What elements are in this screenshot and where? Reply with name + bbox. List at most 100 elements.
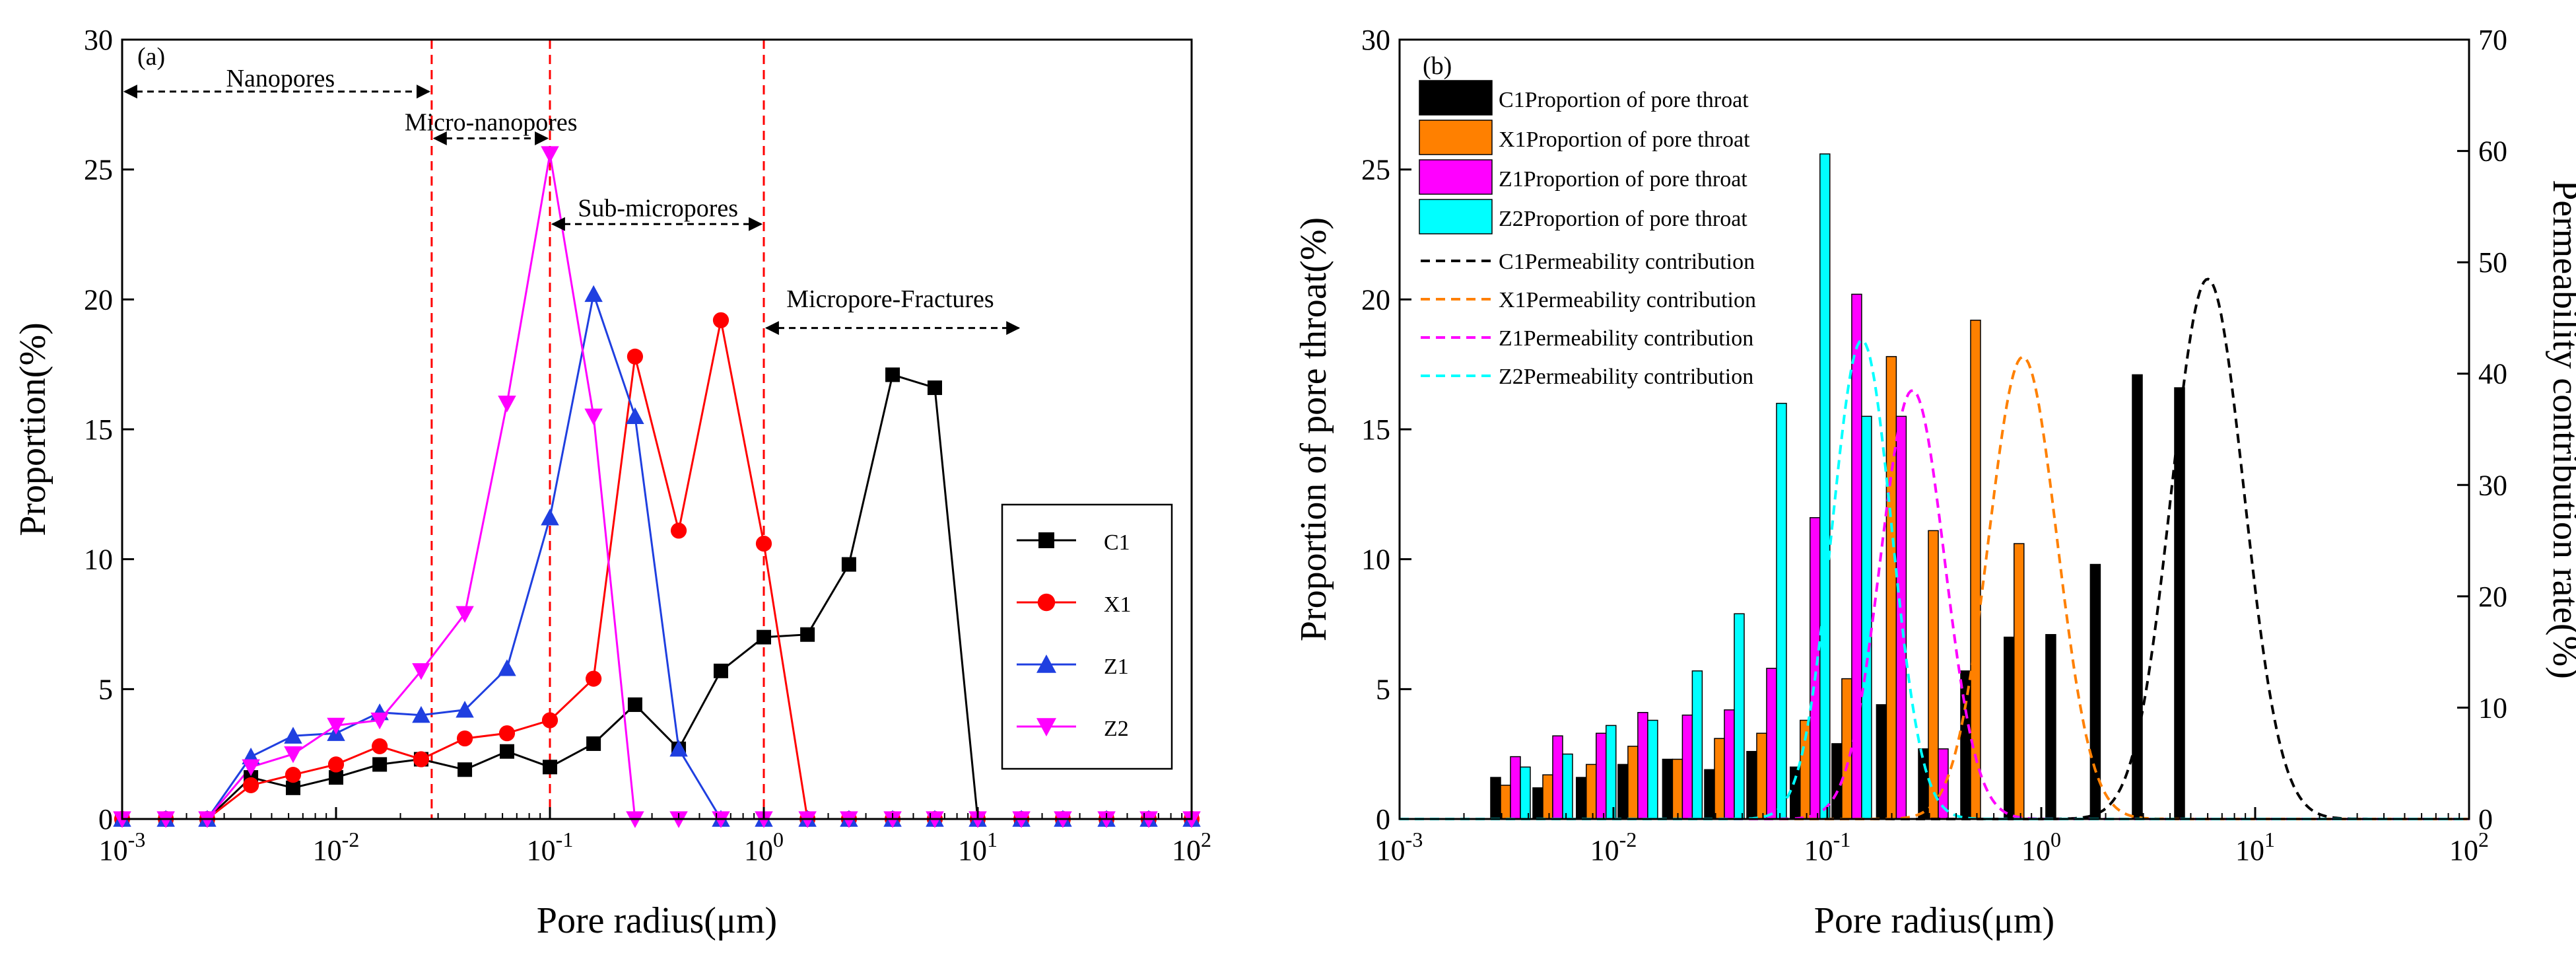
a-y-tick-label: 15 (84, 413, 113, 446)
a-point-C1 (927, 380, 942, 396)
b-bar-Z2 (1776, 402, 1787, 820)
a-point-X1 (670, 522, 687, 539)
a-point-X1 (712, 312, 729, 328)
b-y2-tick-label: 40 (2478, 358, 2507, 390)
b-x-tick-label: 10-3 (1376, 828, 1423, 867)
a-point-Z2 (456, 606, 474, 623)
a-x-tick-label: 10-3 (99, 828, 146, 867)
b-bar-Z2 (1819, 153, 1831, 820)
b-curve-X1 (1400, 355, 2469, 820)
a-point-X1 (242, 777, 259, 793)
a-point-X1 (498, 725, 516, 742)
b-legend-swatch-C1 (1419, 80, 1493, 116)
a-point-Z2 (584, 408, 603, 426)
b-legend-label-bar-Z1: Z1Proportion of pore throat (1499, 167, 1747, 192)
b-y2-tick-label: 70 (2478, 24, 2507, 56)
b-bar-C1 (2174, 387, 2185, 820)
a-point-Z2 (370, 712, 389, 730)
a-point-C1 (713, 663, 728, 678)
a-point-X1 (372, 738, 388, 754)
a-point-Z2 (242, 759, 260, 777)
b-bar-C1 (1790, 766, 1801, 820)
a-point-X1 (627, 348, 644, 365)
a-point-X1 (541, 712, 559, 729)
a-point-X1 (285, 767, 302, 783)
a-legend-label-Z1: Z1 (1104, 655, 1129, 679)
a-point-Z2 (541, 146, 559, 163)
b-legend-swatch-Z1 (1419, 159, 1493, 195)
b-x-tick-label: 10-2 (1590, 828, 1637, 867)
b-bar-C1 (1576, 777, 1587, 820)
b-bars (1490, 153, 2185, 820)
a-legend-label-X1: X1 (1104, 592, 1132, 617)
b-bar-Z2 (1606, 725, 1617, 820)
a-y-tick-label: 5 (98, 673, 113, 705)
b-bar-X1 (1714, 738, 1725, 820)
b-bar-X1 (1586, 764, 1597, 820)
a-point-C1 (586, 736, 601, 751)
a-legend-marker-Z2 (1036, 718, 1056, 736)
b-legend-label-curve-Z1: Z1Permeability contribution (1499, 326, 1753, 351)
b-bar-Z1 (1810, 516, 1821, 820)
a-x-tick-label: 101 (958, 828, 998, 867)
a-x-axis-title: Pore radius(μm) (537, 900, 777, 941)
b-bar-C1 (1960, 670, 1971, 820)
b-y-tick-label: 25 (1361, 154, 1390, 186)
b-bar-X1 (1627, 746, 1639, 820)
a-point-Z2 (412, 663, 430, 680)
a-point-C1 (372, 757, 388, 772)
b-legend-label-curve-X1: X1Permeability contribution (1499, 288, 1756, 312)
b-y2-tick-label: 60 (2478, 135, 2507, 168)
b-x-tick-label: 101 (2235, 828, 2275, 867)
b-y2-tick-label: 30 (2478, 469, 2507, 501)
a-point-Z1 (456, 701, 474, 718)
b-bar-Z1 (1724, 709, 1735, 820)
b-y-tick-label: 30 (1361, 24, 1390, 56)
a-point-Z1 (284, 727, 302, 744)
a-x-tick-label: 100 (744, 828, 784, 867)
a-point-Z1 (541, 508, 559, 526)
b-bar-Z1 (1766, 668, 1777, 820)
a-legend: C1 X1 Z1 Z2 (1001, 503, 1173, 770)
b-bar-Z2 (1647, 719, 1658, 820)
b-bar-Z1 (1552, 735, 1563, 820)
b-y2-tick-label: 20 (2478, 581, 2507, 613)
b-bar-C1 (2132, 374, 2143, 820)
b-legend: C1Proportion of pore throat X1Proportion … (1419, 80, 1756, 389)
a-point-C1 (800, 627, 815, 642)
b-bar-Z1 (1681, 714, 1693, 820)
b-y2-ticks: 0 10 20 30 40 50 60 70 (2457, 24, 2507, 836)
b-legend-label-bar-C1: C1Proportion of pore throat (1499, 88, 1749, 112)
b-legend-label-curve-C1: C1Permeability contribution (1499, 250, 1755, 274)
b-bar-Z1 (1510, 756, 1521, 820)
b-bar-C1 (2045, 633, 2056, 820)
b-bar-C1 (1918, 748, 1929, 820)
a-annotation-label: Nanopores (226, 65, 335, 92)
a-legend-label-Z2: Z2 (1104, 717, 1129, 741)
a-point-Z1 (669, 740, 688, 757)
b-bar-C1 (2004, 636, 2015, 820)
b-bar-C1 (1490, 777, 1501, 820)
a-point-Z1 (584, 285, 603, 303)
b-legend-swatch-Z2 (1419, 199, 1493, 234)
a-y-tick-label: 25 (84, 154, 113, 186)
b-y-tick-label: 5 (1376, 673, 1390, 705)
a-legend-marker-C1 (1038, 532, 1054, 548)
a-legend-label-C1: C1 (1104, 530, 1130, 555)
b-y2-tick-label: 10 (2478, 692, 2507, 724)
a-x-ticks: 10-3 10-2 10-1 100 101 102 (99, 807, 1211, 867)
a-point-C1 (543, 760, 557, 775)
a-y-ticks: 0 5 10 15 20 25 30 (84, 24, 134, 836)
a-legend-marker-Z1 (1036, 655, 1056, 673)
a-y-tick-label: 0 (98, 803, 113, 836)
b-bar-X1 (1756, 732, 1767, 820)
b-legend-label-bar-Z2: Z2Proportion of pore throat (1499, 207, 1747, 231)
a-point-Z1 (626, 407, 644, 425)
b-bar-X1 (2014, 543, 2025, 820)
b-bar-Z2 (1861, 415, 1872, 820)
a-point-Z2 (498, 395, 516, 413)
b-bar-X1 (1542, 774, 1553, 820)
a-point-C1 (329, 770, 343, 785)
